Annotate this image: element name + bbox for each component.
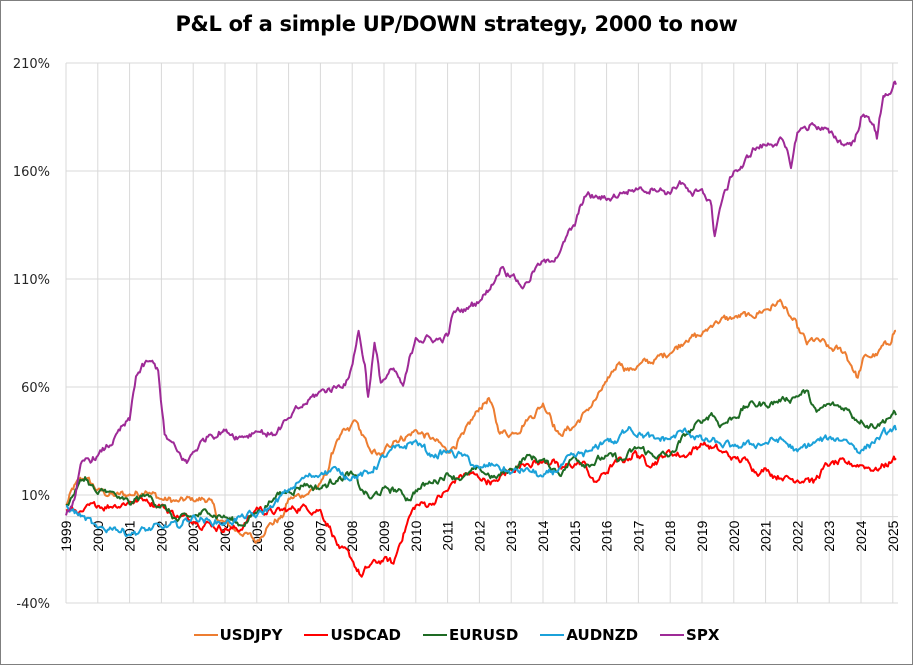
x-tick-label: 2006 <box>281 520 297 551</box>
legend-swatch <box>540 634 565 636</box>
x-tick-label: 2014 <box>535 520 551 551</box>
x-tick-label: 2010 <box>408 520 424 551</box>
legend-item-usdcad: USDCAD <box>304 626 401 644</box>
legend-label: AUDNZD <box>566 626 639 644</box>
y-tick-label: 10% <box>21 489 50 504</box>
x-tick-label: 2000 <box>90 520 106 551</box>
x-tick-label: 2021 <box>758 520 774 551</box>
series-line-spx <box>65 80 897 516</box>
series-line-usdcad <box>65 441 897 578</box>
x-tick-label: 2009 <box>376 520 392 551</box>
x-tick-label: 1999 <box>58 520 74 551</box>
legend-swatch <box>660 634 685 636</box>
series-line-eurusd <box>65 389 897 527</box>
x-tick-label: 2008 <box>344 520 360 551</box>
y-tick-label: 160% <box>13 165 50 180</box>
legend-item-eurusd: EURUSD <box>422 626 519 644</box>
gridlines <box>65 62 898 604</box>
x-tick-label: 2015 <box>567 520 583 551</box>
x-tick-label: 2023 <box>821 520 837 551</box>
legend-item-spx: SPX <box>660 626 719 644</box>
x-tick-label: 2001 <box>122 520 138 551</box>
x-tick-label: 2016 <box>599 520 615 551</box>
x-tick-label: 2020 <box>726 520 742 551</box>
x-tick-label: 2025 <box>885 520 901 551</box>
x-tick-label: 2017 <box>630 520 646 551</box>
series-lines <box>65 80 897 578</box>
legend-swatch <box>304 634 329 636</box>
y-axis-ticks: 210% 160% 110% 60% 10% -40% <box>13 57 50 612</box>
legend-swatch <box>193 634 218 636</box>
x-tick-label: 2019 <box>694 520 710 551</box>
x-tick-label: 2011 <box>440 520 456 550</box>
legend-label: EURUSD <box>448 626 519 644</box>
chart-title: P&L of a simple UP/DOWN strategy, 2000 t… <box>175 12 738 36</box>
y-tick-label: -40% <box>16 597 50 612</box>
x-tick-label: 2005 <box>249 520 265 551</box>
legend-label: SPX <box>686 626 720 644</box>
x-tick-label: 2003 <box>185 520 201 551</box>
x-tick-label: 2007 <box>312 520 328 551</box>
y-tick-label: 210% <box>13 57 50 72</box>
x-tick-label: 2012 <box>471 520 487 551</box>
x-tick-label: 2022 <box>789 520 805 551</box>
series-line-audnzd <box>65 424 897 538</box>
series-line-usdjpy <box>65 298 897 544</box>
legend-swatch <box>422 634 447 636</box>
legend-item-audnzd: AUDNZD <box>540 626 638 644</box>
y-tick-label: 60% <box>21 381 50 396</box>
x-tick-label: 2024 <box>853 520 869 551</box>
legend-label: USDJPY <box>219 626 283 644</box>
y-tick-label: 110% <box>13 273 50 288</box>
legend-item-usdjpy: USDJPY <box>193 626 283 644</box>
x-tick-label: 2013 <box>503 520 519 551</box>
legend: USDJPY USDCAD EURUSD AUDNZD SPX <box>0 626 913 644</box>
legend-label: USDCAD <box>330 626 401 644</box>
x-axis-ticks: 1999 2000 2001 2002 2003 2004 2005 2006 2007 2008… <box>58 520 901 551</box>
x-tick-label: 2002 <box>153 520 169 551</box>
x-tick-label: 2018 <box>662 520 678 551</box>
